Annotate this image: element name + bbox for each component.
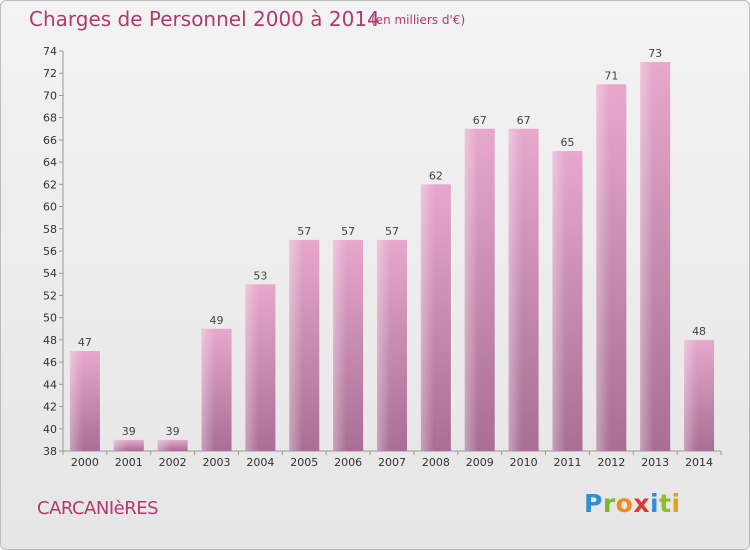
logo-letter: r — [602, 489, 616, 518]
x-tick-label: 2004 — [246, 456, 274, 469]
bar-highlight — [245, 284, 259, 451]
x-tick-label: 2007 — [378, 456, 406, 469]
data-label: 73 — [648, 47, 662, 60]
y-tick-label: 72 — [43, 67, 57, 80]
x-tick-label: 2010 — [510, 456, 538, 469]
bar-highlight — [333, 239, 347, 451]
x-tick-label: 2008 — [422, 456, 450, 469]
proxiti-logo: Proxiti — [584, 489, 681, 518]
y-tick-label: 58 — [43, 223, 57, 236]
data-label: 62 — [429, 169, 443, 182]
y-tick-label: 48 — [43, 334, 57, 347]
x-tick-label: 2006 — [334, 456, 362, 469]
y-tick-label: 42 — [43, 401, 57, 414]
x-tick-label: 2014 — [685, 456, 713, 469]
x-tick-label: 2000 — [71, 456, 99, 469]
bar-highlight — [684, 339, 698, 451]
bar-highlight — [420, 184, 435, 452]
y-tick-label: 54 — [43, 267, 57, 280]
y-tick-label: 56 — [43, 245, 57, 258]
x-tick-label: 2011 — [553, 456, 581, 469]
bar-highlight — [508, 128, 523, 451]
data-label: 57 — [385, 225, 399, 238]
data-label: 57 — [341, 225, 355, 238]
y-tick-label: 46 — [43, 356, 57, 369]
y-tick-label: 64 — [43, 156, 57, 169]
bar — [113, 439, 144, 451]
logo-letter: P — [584, 489, 603, 518]
data-label: 39 — [122, 425, 136, 438]
y-tick-label: 40 — [43, 423, 57, 436]
x-tick-label: 2005 — [290, 456, 318, 469]
logo-letter: o — [615, 489, 634, 518]
data-label: 67 — [473, 114, 487, 127]
y-tick-label: 62 — [43, 178, 57, 191]
logo-letter: i — [650, 489, 660, 518]
logo-letter: x — [633, 489, 650, 518]
bar-highlight — [552, 151, 566, 451]
bar-highlight — [596, 84, 610, 451]
y-tick-label: 52 — [43, 289, 57, 302]
y-tick-label: 44 — [43, 378, 57, 391]
y-tick-label: 68 — [43, 112, 57, 125]
y-tick-label: 74 — [43, 45, 57, 58]
data-label: 39 — [166, 425, 180, 438]
x-tick-label: 2002 — [159, 456, 187, 469]
data-label: 57 — [297, 225, 311, 238]
x-tick-label: 2003 — [203, 456, 231, 469]
data-label: 48 — [692, 325, 706, 338]
y-tick-label: 70 — [43, 89, 57, 102]
city-name: CARCANIèRES — [37, 498, 159, 519]
data-label: 71 — [604, 69, 618, 82]
bar-highlight — [157, 439, 172, 451]
data-label: 53 — [253, 269, 267, 282]
bar — [157, 439, 188, 451]
y-tick-label: 66 — [43, 134, 57, 147]
data-label: 49 — [210, 314, 224, 327]
data-label: 47 — [78, 336, 92, 349]
y-tick-label: 50 — [43, 312, 57, 325]
bar-highlight — [377, 239, 391, 451]
x-tick-label: 2001 — [115, 456, 143, 469]
bar-highlight — [113, 439, 128, 451]
logo-letter: t — [659, 489, 672, 518]
bar-highlight — [201, 328, 216, 451]
y-tick-label: 60 — [43, 201, 57, 214]
logo-letter: i — [671, 489, 681, 518]
bar-highlight — [289, 239, 303, 451]
chart-subtitle: (en milliers d'€) — [371, 13, 466, 27]
x-tick-label: 2009 — [466, 456, 494, 469]
y-tick-label: 38 — [43, 445, 57, 458]
data-label: 65 — [560, 136, 574, 149]
bar-highlight — [640, 62, 654, 451]
data-label: 67 — [517, 114, 531, 127]
bar-highlight — [69, 351, 84, 451]
x-tick-label: 2013 — [641, 456, 669, 469]
bar-highlight — [464, 128, 479, 451]
chart-title: Charges de Personnel 2000 à 2014 — [29, 7, 380, 31]
x-tick-label: 2012 — [597, 456, 625, 469]
